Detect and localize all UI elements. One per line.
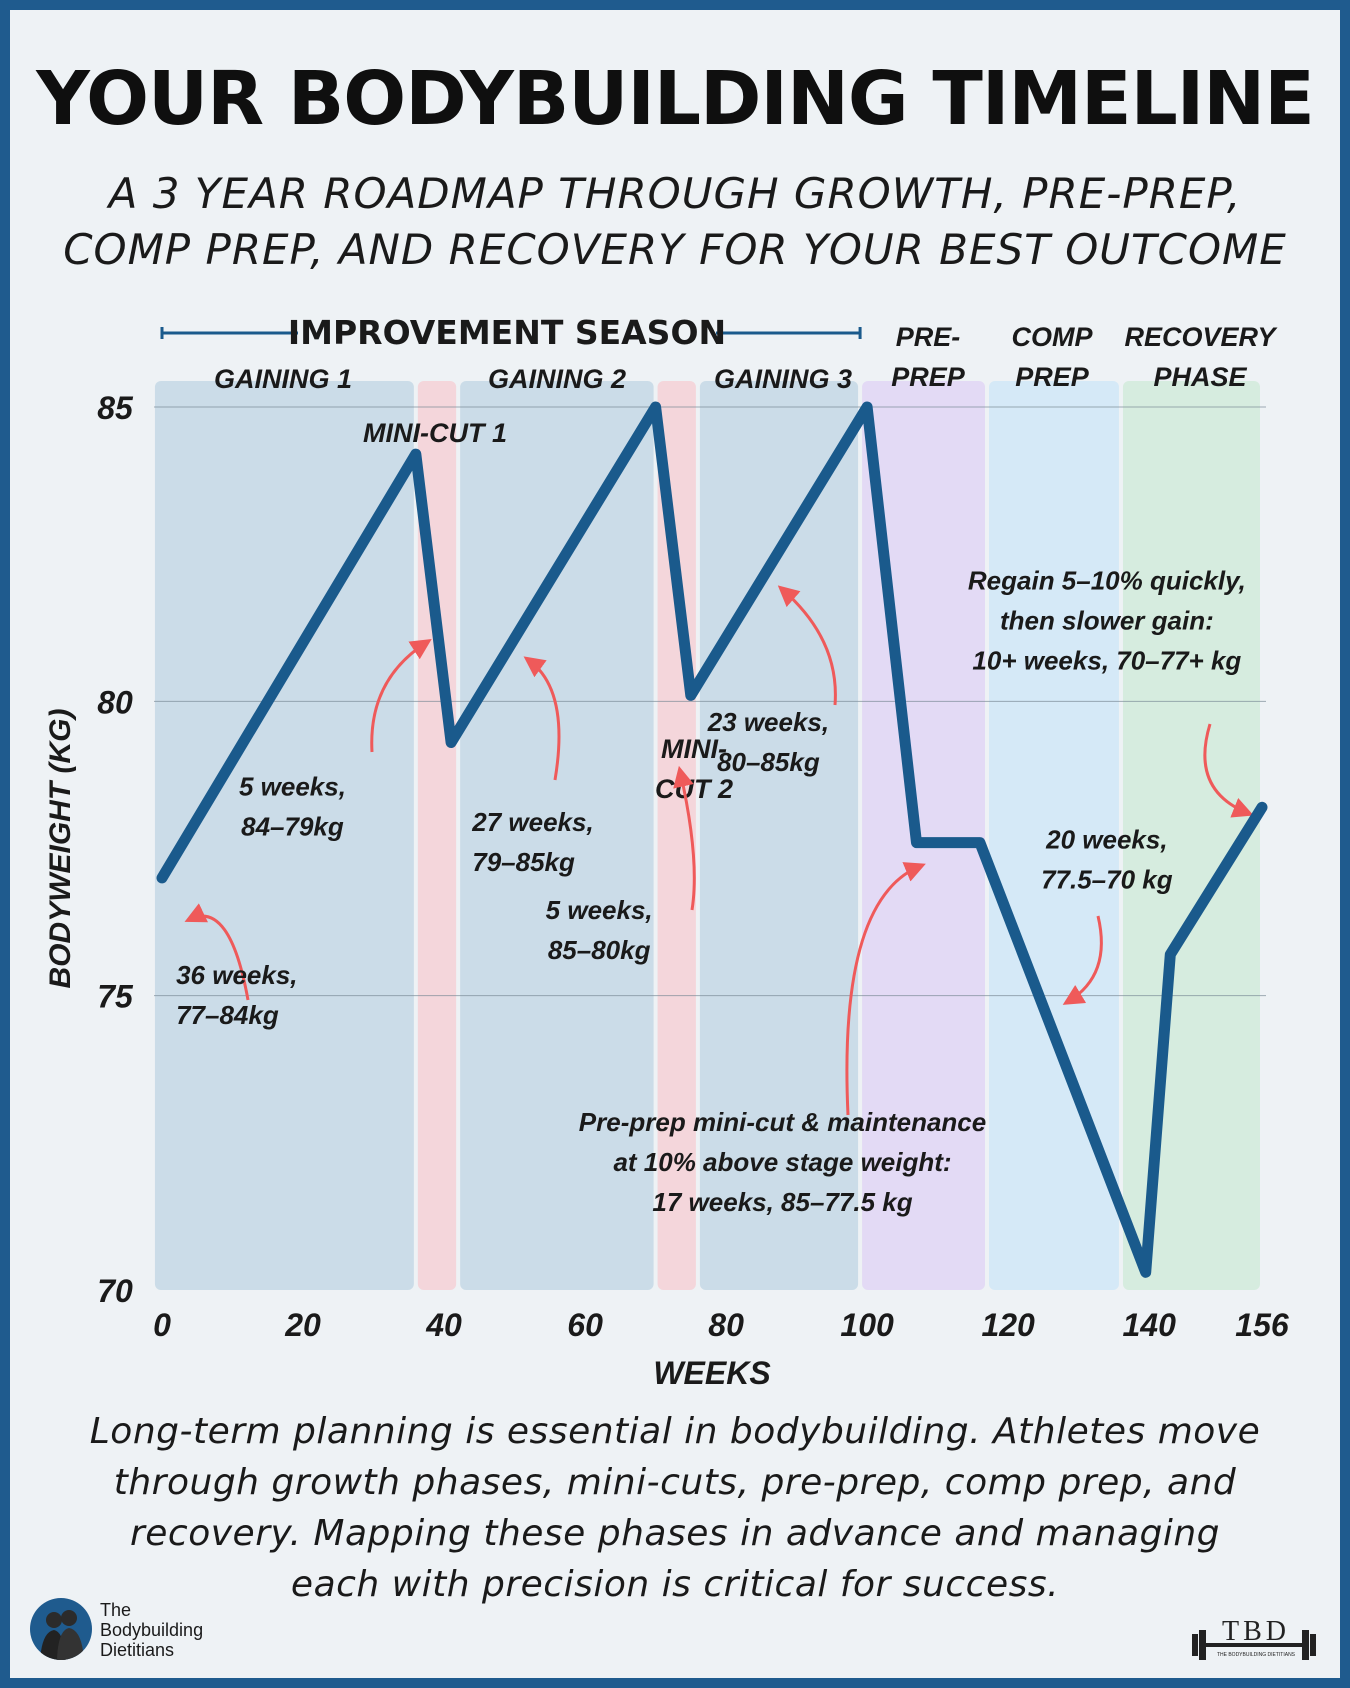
logo-text: TBD [1222,1616,1290,1647]
brand-name-line: Dietitians [100,1640,175,1660]
annotation-arrow [184,903,250,1001]
phase-label: RECOVERY [1124,322,1278,352]
annotation-arrows [184,585,1254,1116]
x-axis-label: WEEKS [653,1355,771,1391]
phase-label: GAINING 3 [714,364,852,394]
brand-avatar-icon [30,1598,92,1660]
annotation-text: 80–85kg [717,747,820,777]
brand-signature: The Bodybuilding Dietitians [30,1596,270,1668]
phase-label: COMP [1012,322,1094,352]
annotation-text: 5 weeks, [239,772,346,802]
phase-label: CUT 2 [655,774,733,804]
phase-label: PREP [891,362,966,392]
people-icon [40,1610,84,1660]
caption-line: through growth phases, mini-cuts, pre-pr… [113,1462,1237,1503]
annotation-text: 85–80kg [548,935,651,965]
y-axis-label: BODYWEIGHT (KG) [44,709,77,989]
subtitle: A 3 YEAR ROADMAP THROUGH GROWTH, PRE-PRE… [0,166,1350,278]
caption-line: recovery. Mapping these phases in advanc… [129,1513,1221,1554]
subtitle-line: A 3 YEAR ROADMAP THROUGH GROWTH, PRE-PRE… [108,169,1242,218]
annotation-text: 10+ weeks, 70–77+ kg [972,645,1241,675]
caption-line: each with precision is critical for succ… [290,1564,1060,1605]
annotation-arrow [1062,915,1103,1005]
phase-label: MINI-CUT 1 [363,418,507,448]
annotation-arrow [777,585,837,706]
annotation-text: 23 weeks, [707,707,829,737]
logo-subtext: THE BODYBUILDING DIETITIANS [1217,1652,1296,1658]
x-tick-label: 140 [1122,1307,1176,1343]
phase-label: PRE- [896,322,961,352]
phase-label: GAINING 2 [488,364,626,394]
bodyweight-line [156,401,1268,1278]
x-tick-label: 100 [840,1307,894,1343]
x-tick-label: 120 [981,1307,1035,1343]
phase-band [657,381,696,1290]
dumbbell-logo-icon: TBD THE BODYBUILDING DIETITIANS [1192,1616,1316,1660]
y-tick-label: 80 [97,684,133,720]
chart-text: 70 75 80 85 0 20 40 60 80 100 120 140 156 WEEKS BODYWE… [44,390,1289,1391]
annotation-text: 5 weeks, [546,895,653,925]
phase-label: MINI- [661,734,727,764]
phase-label: PHASE [1153,362,1247,392]
brand-name-line: The [100,1600,132,1620]
annotation-text: at 10% above stage weight: [613,1147,951,1177]
phase-label: PREP [1015,362,1090,392]
subtitle-line: COMP PREP, AND RECOVERY FOR YOUR BEST OU… [63,225,1287,274]
x-tick-label: 20 [284,1307,321,1343]
phase-band [460,381,654,1290]
annotation-arrow [845,862,926,1116]
annotation-text: then slower gain: [1000,605,1214,635]
annotation-text: 36 weeks, [176,960,297,990]
annotation-text: 84–79kg [241,812,344,842]
phase-band [989,381,1119,1290]
phase-band [417,381,457,1290]
brand-name-line: Bodybuilding [100,1620,204,1640]
caption-line: Long-term planning is essential in bodyb… [89,1411,1261,1452]
brand-name: The Bodybuilding Dietitians [100,1600,203,1660]
annotation-text: 27 weeks, [471,807,593,837]
timeline-chart: IMPROVEMENT SEASON GAINING 1 MINI-CUT 1 GAI… [44,313,1289,1391]
annotation-arrow [523,656,561,781]
annotation-arrow [1203,723,1254,818]
annotation-arrow [673,765,696,911]
phase-label: GAINING 1 [214,364,352,394]
annotation-text: 17 weeks, 85–77.5 kg [652,1187,912,1217]
phase-band [154,381,414,1290]
y-tick-label: 70 [97,1273,133,1309]
annotation-text: 20 weeks, [1045,825,1167,855]
x-tick-label: 40 [425,1307,462,1343]
improvement-season-label: IMPROVEMENT SEASON [288,313,726,352]
brand-logo-mark: TBD THE BODYBUILDING DIETITIANS [1190,1612,1320,1668]
annotation-text: 77–84kg [176,1000,279,1030]
annotation-text: Regain 5–10% quickly, [968,565,1246,595]
y-tick-label: 75 [97,979,134,1015]
series-layer [156,401,1268,1278]
caption: Long-term planning is essential in bodyb… [40,1406,1310,1610]
annotation-text: 79–85kg [472,847,575,877]
y-tick-label: 85 [97,390,134,426]
x-tick-label: 80 [708,1307,744,1343]
x-tick-label: 0 [153,1307,171,1343]
annotation-text: 77.5–70 kg [1041,865,1173,895]
x-tick-label: 156 [1235,1307,1289,1343]
page-title: YOUR BODYBUILDING TIMELINE [36,56,1315,142]
annotation-arrow [370,639,432,753]
phase-header: IMPROVEMENT SEASON GAINING 1 MINI-CUT 1 GAI… [160,313,1279,804]
annotation-text: Pre-prep mini-cut & maintenance [579,1107,986,1137]
x-tick-label: 60 [567,1307,603,1343]
